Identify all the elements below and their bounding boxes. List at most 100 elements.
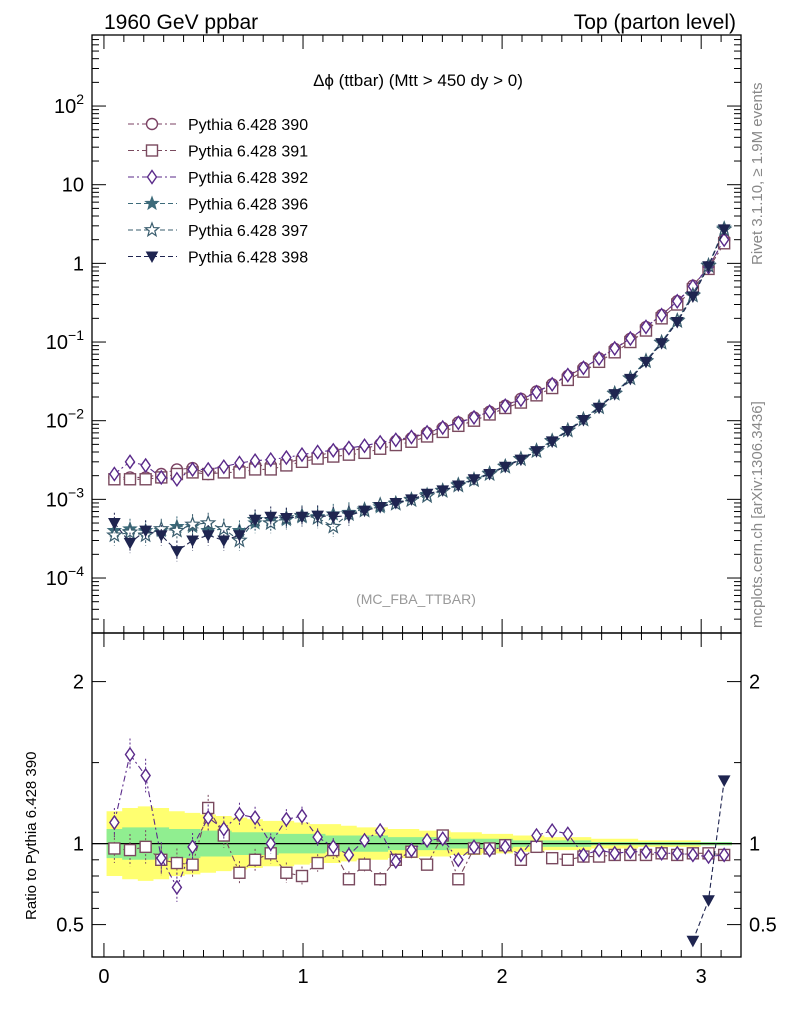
x-tick-label: 2 (497, 966, 508, 988)
data-point (405, 494, 418, 506)
data-point (249, 452, 261, 469)
legend-label: Pythia 6.428 392 (188, 170, 308, 187)
data-point (562, 367, 574, 383)
data-point (639, 356, 653, 369)
ratio-tick-label: 0.5 (749, 915, 777, 937)
data-point (186, 535, 199, 548)
data-point (499, 397, 511, 414)
ratio-point (296, 808, 308, 824)
ratio-point (248, 853, 262, 866)
data-point (578, 360, 589, 376)
data-point (592, 402, 606, 415)
y-tick-label: 10−3 (46, 484, 84, 511)
ratio-point (717, 775, 731, 787)
legend-entry: Pythia 6.428 397 (128, 221, 308, 240)
ratio-point (202, 809, 214, 826)
legend-label: Pythia 6.428 397 (188, 223, 308, 240)
ratio-point (406, 842, 417, 858)
y-tick-label: 10−1 (46, 327, 84, 354)
data-point (123, 537, 137, 550)
ratio-frame (91, 632, 742, 958)
data-point (109, 466, 120, 482)
y-tick-label: 102 (54, 91, 84, 118)
data-point (281, 449, 292, 466)
data-point (248, 514, 262, 527)
legend-label: Pythia 6.428 391 (188, 144, 308, 161)
data-point (327, 442, 339, 459)
ratio-line (114, 806, 725, 881)
y-tick-label: 10−4 (46, 563, 84, 590)
ratio-point (686, 935, 700, 948)
ratio-point (342, 873, 356, 886)
legend-entry: Pythia 6.428 391 (128, 144, 308, 161)
data-point (342, 510, 356, 523)
series-5 (106, 220, 733, 551)
ratio-point (358, 858, 371, 871)
ratio-point (234, 806, 245, 823)
data-point (421, 424, 433, 441)
data-point (124, 454, 136, 470)
ratio-ylabel: Ratio to Pythia 6.428 390 (23, 752, 40, 920)
data-point (468, 409, 480, 426)
data-point (406, 429, 417, 445)
data-point (296, 446, 308, 463)
ratio-point (578, 847, 589, 863)
ratio-point (718, 847, 730, 863)
data-point (184, 515, 201, 532)
ratio-point (359, 832, 370, 849)
data-point (121, 523, 139, 540)
ratio-point (218, 821, 230, 837)
data-point (577, 415, 590, 427)
ratio-panel: 0 1 2 3 0.5 0.5 1 1 2 2 (56, 632, 777, 988)
ratio-point (233, 866, 246, 879)
ratio-point (437, 831, 449, 847)
data-point (312, 444, 323, 460)
series-1 (108, 233, 731, 484)
data-point (452, 480, 465, 493)
ratio-tick-label: 1 (73, 834, 84, 856)
header-left: 1960 GeV ppbar (104, 11, 258, 34)
ratio-series-3 (686, 775, 731, 948)
ratio-point (531, 827, 542, 844)
ratio-tick-label: 2 (73, 672, 84, 694)
ratio-point (311, 856, 324, 870)
ratio-point (280, 866, 293, 879)
ratio-point (295, 869, 309, 883)
ratio-point (499, 839, 511, 855)
data-point (671, 293, 683, 309)
legend-entry: Pythia 6.428 390 (128, 117, 308, 134)
ratio-point (656, 845, 667, 862)
legend-marker (144, 195, 160, 211)
legend-entry: Pythia 6.428 392 (128, 169, 308, 187)
ratio-point (421, 832, 433, 849)
ratio-point (390, 853, 402, 870)
ratio-point (109, 814, 120, 831)
ratio-tick-label: 1 (749, 834, 760, 856)
ratio-point (484, 842, 495, 858)
series-line (114, 239, 725, 478)
ratio-point (140, 767, 151, 784)
data-point (139, 473, 152, 486)
data-point (139, 525, 152, 538)
data-point (280, 512, 293, 525)
data-point (546, 376, 558, 393)
data-point (108, 518, 121, 530)
ratio-point (187, 839, 198, 855)
data-point (467, 474, 481, 486)
data-point (359, 438, 370, 454)
data-point (233, 530, 246, 542)
ratio-point (687, 847, 699, 863)
ratio-point (640, 843, 652, 860)
data-point (531, 384, 542, 400)
data-point (452, 415, 464, 431)
data-point (561, 425, 575, 438)
data-point (187, 461, 198, 478)
data-point (123, 473, 137, 486)
data-point (343, 440, 355, 456)
ratio-point (546, 822, 558, 839)
ratio-tick-label: 0.5 (56, 915, 84, 937)
ratio-line (113, 753, 725, 889)
header-right: Top (parton level) (574, 11, 736, 34)
ratio-point (108, 842, 121, 855)
ratio-point (170, 856, 184, 870)
